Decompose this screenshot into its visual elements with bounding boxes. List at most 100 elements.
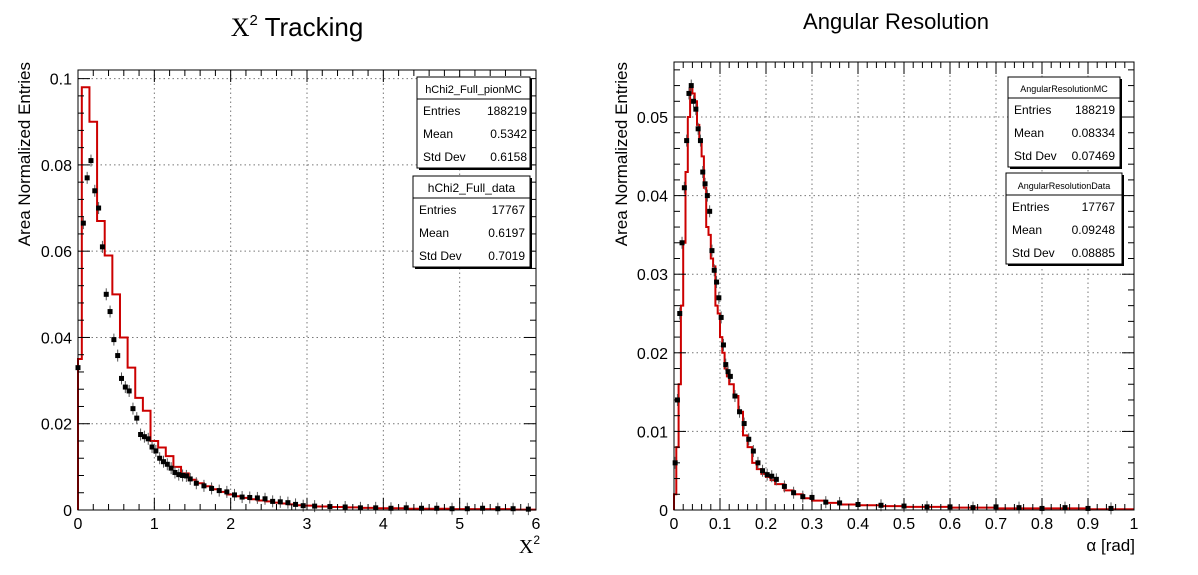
axis-ticks: 0 1 2 3 4 5 6 0 0.02 0.04 0.06 0.08 0.1 [41, 70, 541, 533]
data-point [92, 188, 98, 194]
y-tick-label: 0.06 [41, 244, 72, 261]
stats-row-value: 0.07469 [1072, 149, 1116, 163]
data-point [697, 138, 703, 144]
stats-row-value: 0.08334 [1072, 126, 1116, 140]
axis-ticks: 0 0.1 0.2 0.3 0.4 0.5 0.6 0.7 0.8 0.9 1 0 0.01 0.02 0.… [637, 62, 1139, 533]
x-tick-label: 0.9 [1077, 516, 1099, 533]
data-point [737, 409, 743, 415]
stats-row-label: Std Dev [1014, 149, 1057, 163]
x-tick-label: 6 [532, 516, 541, 533]
data-point [679, 240, 685, 246]
stats-box-title: AngularResolutionData [1018, 181, 1111, 191]
data-point [270, 498, 276, 504]
data-point [495, 506, 501, 512]
data-points [75, 154, 531, 516]
data-point [312, 503, 318, 509]
data-point [525, 506, 531, 512]
data-point [293, 501, 299, 507]
stats-box [1005, 172, 1123, 265]
data-point [700, 169, 706, 175]
data-point [239, 494, 245, 500]
stats-boxes: hChi2_Full_pionMC Entries 188219 Mean 0.5342… [412, 76, 532, 269]
y-tick-label: 0.08 [41, 158, 72, 175]
data-point [160, 459, 166, 465]
stats-row-label: Entries [423, 104, 460, 118]
stats-row-value: 0.09248 [1072, 223, 1116, 237]
data-point [180, 472, 186, 478]
data-point [764, 472, 770, 478]
data-point [141, 434, 147, 440]
stats-box-title: hChi2_Full_data [428, 181, 516, 195]
stats-box [416, 76, 531, 169]
data-point [183, 473, 189, 479]
x-tick-label: 0.4 [847, 516, 869, 533]
data-point [172, 469, 178, 475]
stats-row-value: 0.6197 [488, 226, 525, 240]
data-point [809, 494, 815, 500]
x-tick-label: 0 [670, 516, 679, 533]
x-tick-label: 4 [379, 516, 388, 533]
data-point [149, 444, 155, 450]
data-point [727, 373, 733, 379]
data-point [773, 476, 779, 482]
x-tick-label: 1 [150, 516, 159, 533]
data-point [741, 421, 747, 427]
x-tick-label: 5 [455, 516, 464, 533]
data-point [434, 505, 440, 511]
data-point [187, 476, 193, 482]
x-tick-label: 0.2 [755, 516, 777, 533]
data-point [1016, 505, 1022, 511]
x-tick-label: 0 [74, 516, 83, 533]
x-axis-label: α [rad] [1086, 536, 1135, 555]
data-point [720, 342, 726, 348]
data-point [684, 138, 690, 144]
x-tick-label: 0.3 [801, 516, 823, 533]
data-point [126, 388, 132, 394]
data-point [760, 468, 766, 474]
data-point [342, 504, 348, 510]
data-point [723, 362, 729, 368]
data-point [823, 499, 829, 505]
y-tick-label: 0.04 [637, 189, 668, 206]
data-point [970, 505, 976, 511]
data-point [1062, 505, 1068, 511]
data-point [800, 494, 806, 500]
data-point [769, 473, 775, 479]
data-point [449, 506, 455, 512]
x-tick-label: 3 [303, 516, 312, 533]
data-point [153, 448, 159, 454]
data-point [300, 503, 306, 509]
stats-row-value: 17767 [1082, 200, 1116, 214]
data-point [201, 483, 207, 489]
data-point [138, 432, 144, 438]
data-point [510, 506, 516, 512]
data-point [688, 83, 694, 89]
data-point [130, 406, 136, 412]
data-point [96, 205, 102, 211]
data-point [714, 279, 720, 285]
stats-row-label: Mean [423, 127, 453, 141]
data-point [403, 505, 409, 511]
y-tick-label: 0.03 [637, 267, 668, 284]
stats-row-label: Mean [1014, 126, 1044, 140]
data-point [419, 505, 424, 511]
y-tick-label: 0.02 [637, 346, 668, 363]
stats-row-value: 17767 [492, 203, 526, 217]
stats-row-value: 0.6158 [490, 150, 527, 164]
data-point [262, 496, 268, 502]
data-point [878, 502, 884, 508]
data-point [193, 480, 199, 486]
chart-title: X2 Tracking [231, 12, 364, 42]
stats-row-label: Std Dev [1012, 246, 1055, 260]
data-point [691, 98, 697, 104]
stats-row-value: 188219 [487, 104, 527, 118]
data-point [750, 448, 756, 454]
data-point [285, 500, 291, 506]
y-tick-label: 0.05 [637, 110, 668, 127]
x-tick-label: 0.5 [893, 516, 915, 533]
stats-boxes: AngularResolutionMC Entries 188219 Mean 0.08… [1005, 76, 1124, 266]
stats-box [1007, 76, 1121, 168]
data-point [107, 309, 113, 315]
data-point [216, 488, 222, 494]
chart-angular-resolution: Angular Resolution 0 0.1 0.2 0.3 0.4 0.5 0.6 0.… [612, 9, 1139, 555]
